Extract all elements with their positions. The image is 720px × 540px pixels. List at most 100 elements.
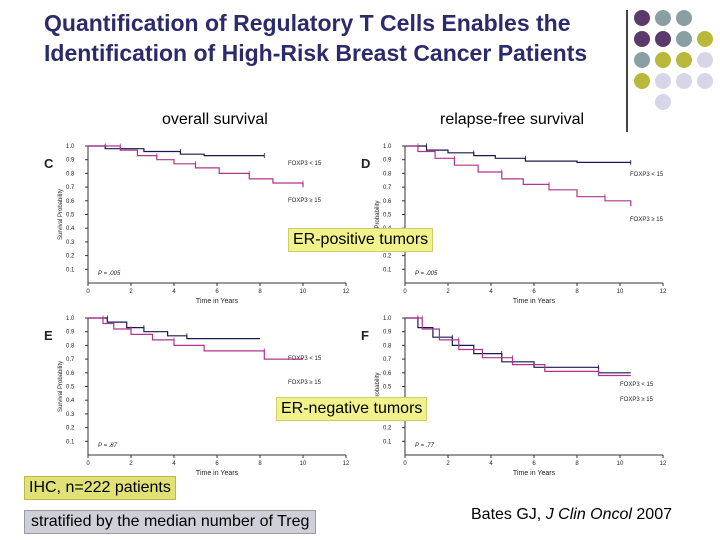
y-tick-label: 0.9: [66, 330, 75, 336]
y-tick-label: 0.7: [383, 357, 392, 363]
citation-author: Bates GJ,: [471, 506, 546, 523]
y-axis-label: Survival Probability: [58, 361, 64, 412]
chart-panel-d: 0.10.20.30.40.50.60.70.80.91.0024681012T…: [361, 143, 667, 305]
decor-dot-purple: [634, 31, 650, 47]
p-value: P = .005: [98, 271, 121, 277]
decor-dot-lavender: [655, 94, 671, 110]
x-tick-label: 2: [129, 289, 133, 295]
legend-foxp3-low: FOXP3 < 15: [288, 356, 322, 362]
y-tick-label: 0.4: [66, 398, 75, 404]
x-tick-label: 0: [86, 289, 90, 295]
y-tick-label: 1.0: [383, 316, 392, 322]
y-tick-label: 0.9: [383, 158, 392, 164]
y-tick-label: 0.8: [383, 171, 392, 177]
y-tick-label: 0.8: [66, 343, 75, 349]
decor-dot-teal: [634, 52, 650, 68]
decor-dot-teal: [676, 31, 692, 47]
slide-title: Quantification of Regulatory T Cells Ena…: [44, 10, 588, 66]
y-tick-label: 0.6: [66, 199, 75, 205]
p-value: P = .87: [98, 443, 118, 449]
citation: Bates GJ, J Clin Oncol 2007: [471, 506, 672, 524]
km-curve-foxp3-high: [405, 145, 632, 207]
y-tick-label: 0.8: [383, 343, 392, 349]
x-tick-label: 6: [215, 461, 219, 467]
x-tick-label: 8: [575, 289, 579, 295]
km-curve-foxp3-high: [405, 317, 631, 377]
decor-dot-olive: [655, 52, 671, 68]
y-axis-label: Probability: [375, 200, 381, 228]
x-axis-label: Time in Years: [513, 470, 556, 477]
y-tick-label: 1.0: [383, 144, 392, 150]
stratification-note: stratified by the median number of Treg: [24, 510, 317, 534]
x-tick-label: 4: [172, 461, 176, 467]
decor-dot-purple: [634, 10, 650, 26]
km-curve-foxp3-low: [405, 145, 631, 163]
legend-foxp3-low: FOXP3 < 15: [630, 172, 664, 178]
title-divider: [626, 10, 628, 132]
y-tick-label: 0.8: [66, 171, 75, 177]
chart-panel-c: 0.1 0.2 0.3 0.4 0.5 0.6 0.7 0.8 0.9 1.0 0 2 4 6 8 10 12 T…: [44, 143, 350, 305]
decor-dot-lavender: [676, 73, 692, 89]
y-tick-label: 0.2: [66, 426, 75, 432]
y-tick-label: 0.3: [66, 412, 75, 418]
x-tick-label: 10: [300, 461, 307, 467]
y-tick-label: 0.7: [66, 357, 75, 363]
p-value: P = .005: [415, 271, 438, 277]
x-tick-label: 12: [343, 289, 350, 295]
legend-foxp3-high: FOXP3 ≥ 15: [630, 217, 664, 223]
charts-root: 0.1 0.2 0.3 0.4 0.5 0.6 0.7 0.8 0.9 1.0 0 2 4 6 8 10 12 T…: [44, 143, 667, 477]
x-tick-label: 8: [258, 461, 262, 467]
y-tick-label: 0.6: [383, 371, 392, 377]
chart-panel-e: 0.1 0.2 0.3 0.4 0.5 0.6 0.7 0.8 0.9 1.0 0 2 4 6 8 10 12 T…: [44, 315, 350, 477]
y-tick-label: 0.1: [66, 439, 75, 445]
y-tick-label: 0.7: [66, 185, 75, 191]
panel-letter: C: [44, 156, 54, 171]
legend-foxp3-high: FOXP3 ≥ 15: [288, 380, 322, 386]
decorative-dot-grid: [634, 10, 718, 110]
x-axis-label: Time in Years: [196, 298, 239, 305]
y-tick-label: 0.2: [383, 426, 392, 432]
er-negative-label: ER-negative tumors: [276, 397, 428, 421]
x-tick-label: 0: [403, 289, 407, 295]
decor-dot-teal: [676, 10, 692, 26]
panel-letter: F: [361, 328, 369, 343]
y-tick-label: 0.5: [383, 213, 392, 219]
overall-survival-header: overall survival: [162, 111, 268, 128]
y-tick-label: 0.6: [66, 371, 75, 377]
legend-foxp3-high: FOXP3 ≥ 15: [288, 198, 322, 204]
y-tick-label: 0.1: [66, 267, 75, 273]
x-tick-label: 6: [215, 289, 219, 295]
x-tick-label: 4: [489, 289, 493, 295]
y-tick-label: 0.9: [66, 158, 75, 164]
x-tick-label: 0: [86, 461, 90, 467]
x-tick-label: 4: [489, 461, 493, 467]
y-tick-label: 0.2: [66, 254, 75, 260]
legend-foxp3-low: FOXP3 < 15: [288, 161, 322, 167]
panel-letter: D: [361, 156, 370, 171]
x-tick-label: 8: [258, 289, 262, 295]
x-tick-label: 6: [532, 289, 536, 295]
y-tick-label: 0.4: [66, 226, 75, 232]
y-tick-label: 1.0: [66, 144, 75, 150]
panel-letter: E: [44, 328, 53, 343]
y-tick-label: 0.5: [66, 385, 75, 391]
x-tick-label: 10: [617, 461, 624, 467]
km-curve-foxp3-high: [88, 145, 304, 188]
citation-year: 2007: [631, 506, 672, 523]
ihc-label: IHC, n=222 patients: [24, 476, 176, 500]
p-value: P = .77: [415, 443, 435, 449]
citation-journal: J Clin Oncol: [545, 506, 632, 523]
y-axis-label: Probability: [375, 372, 381, 400]
x-tick-label: 2: [446, 289, 450, 295]
y-tick-label: 0.5: [383, 385, 392, 391]
relapse-free-survival-header: relapse-free survival: [440, 111, 585, 128]
decor-dot-lavender: [697, 52, 713, 68]
chart-panel-f: 0.10.20.30.40.50.60.70.80.91.0024681012T…: [361, 315, 667, 477]
decor-dot-lavender: [655, 73, 671, 89]
legend-foxp3-high: FOXP3 ≥ 15: [620, 397, 654, 403]
decor-dot-olive: [634, 73, 650, 89]
x-tick-label: 4: [172, 289, 176, 295]
x-tick-label: 8: [575, 461, 579, 467]
x-tick-label: 0: [403, 461, 407, 467]
